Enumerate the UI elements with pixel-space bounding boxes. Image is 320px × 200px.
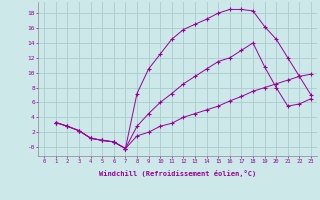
X-axis label: Windchill (Refroidissement éolien,°C): Windchill (Refroidissement éolien,°C) (99, 170, 256, 177)
